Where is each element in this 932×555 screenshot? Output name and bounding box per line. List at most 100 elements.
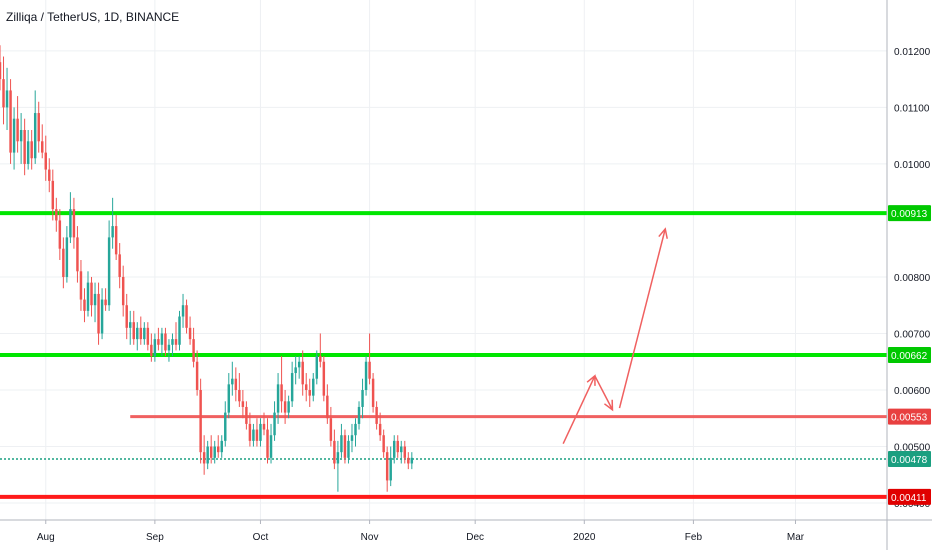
- candle-body: [41, 141, 44, 153]
- candle-body: [26, 141, 30, 164]
- candle-body: [354, 423, 357, 436]
- candle-body: [107, 237, 111, 306]
- candle-body: [241, 401, 245, 407]
- candle-body: [90, 282, 93, 306]
- candle-body: [62, 248, 65, 277]
- candle-body: [301, 361, 304, 385]
- candle-body: [322, 361, 326, 396]
- candle-body: [167, 344, 171, 351]
- candle-body: [276, 384, 280, 413]
- candle-body: [30, 141, 33, 159]
- candle-body: [83, 299, 86, 311]
- candle-body: [350, 435, 354, 441]
- candle-body: [97, 293, 100, 334]
- projection-arrows[interactable]: [562, 227, 668, 445]
- y-tick-label: 0.01200: [894, 47, 931, 58]
- candle-body: [202, 452, 206, 464]
- candle-body: [0, 62, 2, 80]
- candle-body: [150, 344, 153, 357]
- candle-body: [153, 339, 157, 357]
- candle-body: [255, 429, 259, 441]
- candle-body: [114, 226, 118, 255]
- y-tick-label: 0.00700: [894, 329, 931, 340]
- price-tag: [888, 450, 931, 467]
- candle-body: [245, 406, 248, 424]
- candle-body: [86, 282, 90, 311]
- candle-body: [136, 327, 139, 340]
- price-tag-label: 0.00662: [891, 351, 928, 362]
- candle-body: [55, 209, 58, 221]
- candle-body: [143, 327, 146, 340]
- price-tag-label: 0.00553: [891, 413, 928, 424]
- candle-body: [392, 440, 396, 458]
- candle-body: [12, 118, 16, 153]
- price-tag: [888, 205, 931, 222]
- arrow-head: [658, 227, 668, 239]
- candle-body: [319, 356, 322, 362]
- grid: [0, 0, 887, 520]
- x-tick-label: 2020: [573, 532, 596, 543]
- candle-body: [104, 299, 107, 306]
- candle-body: [273, 412, 276, 436]
- candle-body: [132, 322, 135, 340]
- candle-body: [139, 327, 143, 340]
- x-tick-label: Aug: [37, 532, 55, 543]
- x-tick-label: Oct: [253, 532, 269, 543]
- candle-body: [357, 406, 361, 424]
- candle-body: [343, 435, 347, 458]
- candle-body: [213, 446, 216, 458]
- candle-body: [178, 316, 181, 345]
- candle-body: [199, 390, 202, 453]
- x-tick-label: Mar: [787, 532, 805, 543]
- candle-body: [129, 322, 132, 328]
- candle-body: [121, 276, 125, 306]
- candle-body: [280, 384, 283, 402]
- candle-body: [297, 361, 301, 368]
- x-tick-label: Feb: [685, 532, 703, 543]
- candle-body: [403, 446, 407, 458]
- candle-body: [396, 440, 399, 453]
- candle-body: [188, 327, 192, 340]
- candle-body: [51, 180, 55, 210]
- horizontal-levels[interactable]: [0, 211, 887, 499]
- candle-body: [400, 446, 403, 453]
- candle-body: [185, 305, 188, 328]
- x-tick-label: Nov: [361, 532, 379, 543]
- candle-body: [407, 457, 410, 464]
- candle-body: [100, 299, 104, 334]
- candle-body: [378, 423, 382, 436]
- candle-body: [294, 367, 297, 374]
- projection-arrow[interactable]: [594, 375, 614, 411]
- candle-body: [308, 390, 311, 396]
- candle-body: [375, 406, 378, 424]
- candle-body: [37, 113, 40, 142]
- candle-body: [72, 209, 76, 238]
- candle-body: [33, 113, 37, 159]
- candle-body: [93, 293, 97, 306]
- price-tag-label: 0.00411: [891, 493, 927, 504]
- candle-body: [326, 395, 329, 419]
- candle-body: [227, 384, 231, 413]
- candle-body: [382, 435, 385, 453]
- candle-body: [79, 271, 83, 300]
- candle-body: [269, 435, 273, 458]
- candle-body: [171, 339, 174, 345]
- price-tag-label: 0.00478: [891, 455, 928, 466]
- price-tag-label: 0.00913: [891, 209, 928, 220]
- candle-body: [23, 130, 26, 164]
- candle-body: [248, 423, 252, 441]
- candle-body: [164, 333, 167, 351]
- candle-body: [336, 452, 340, 464]
- projection-arrow[interactable]: [562, 375, 596, 445]
- candle-body: [389, 457, 392, 481]
- candle-body: [283, 401, 287, 413]
- candle-body: [364, 361, 368, 390]
- candle-body: [9, 90, 12, 153]
- chart-title: Zilliqa / TetherUS, 1D, BINANCE: [6, 10, 180, 24]
- candle-body: [69, 209, 72, 238]
- candle-body: [146, 327, 150, 345]
- projection-arrow[interactable]: [618, 228, 666, 409]
- candle-body: [266, 429, 269, 458]
